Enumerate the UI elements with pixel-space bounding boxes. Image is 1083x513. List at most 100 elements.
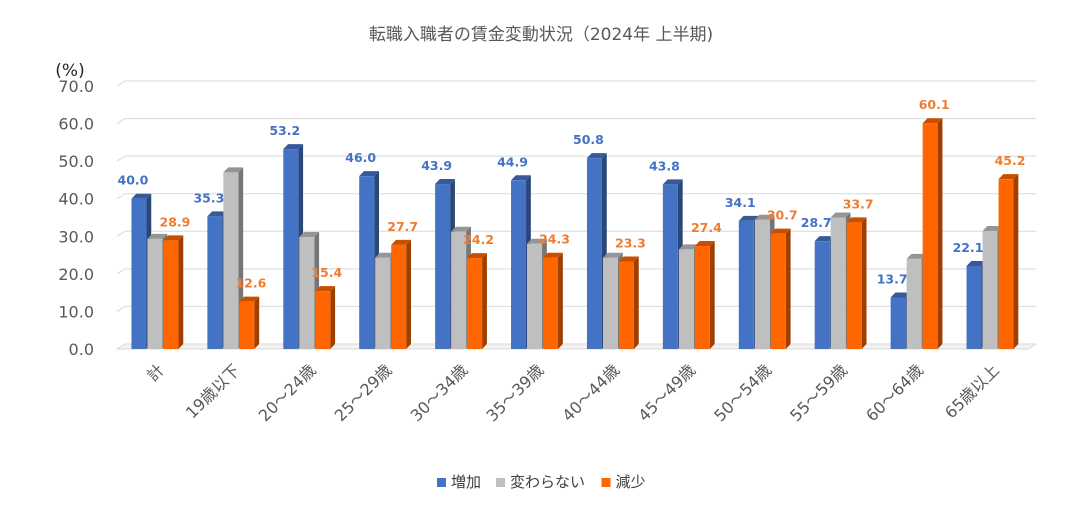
data-label: 45.2	[995, 153, 1026, 168]
bar-front	[846, 222, 862, 349]
data-label: 15.4	[311, 265, 342, 280]
bar-front	[359, 176, 375, 349]
bar-2-11	[998, 174, 1019, 349]
bar-top	[966, 260, 987, 266]
bar-2-10	[922, 118, 943, 350]
y-axis-ticks: 0.0 10.0 20.0 30.0 40.0 50.0 60.0 70.0	[58, 77, 94, 359]
y-tick-label: 60.0	[58, 115, 94, 134]
bar-top	[207, 211, 228, 217]
bar-top	[511, 175, 531, 181]
legend-label: 変わらない	[510, 473, 585, 491]
category-label: 45～49歳	[634, 360, 699, 425]
bar-front	[830, 217, 846, 349]
category-label: 65歳以上	[941, 360, 1003, 422]
gridline	[116, 155, 1036, 162]
gridline	[116, 343, 1036, 350]
bar-front	[131, 198, 147, 349]
legend-swatch	[601, 478, 611, 487]
bar-front	[966, 265, 982, 349]
bar-side	[633, 256, 639, 349]
y-tick-label: 40.0	[58, 190, 94, 209]
bar-series	[131, 118, 1019, 350]
bar-top	[467, 253, 487, 259]
bar-side	[937, 118, 943, 350]
bar-top	[814, 236, 835, 242]
bar-top	[543, 252, 563, 258]
bar-front	[299, 237, 315, 349]
bar-front	[147, 238, 163, 349]
bar-side	[861, 217, 867, 349]
bar-side	[558, 252, 563, 349]
category-label: 40～44歳	[558, 360, 623, 425]
y-tick-label: 70.0	[58, 77, 94, 96]
bar-front	[618, 261, 634, 349]
bar-front	[814, 241, 830, 349]
bar-top	[982, 226, 1003, 232]
legend-item: 減少	[601, 473, 646, 491]
data-label: 27.7	[387, 219, 418, 234]
gridline	[116, 268, 1036, 275]
bar-front	[906, 258, 922, 349]
legend-label: 増加	[451, 473, 481, 491]
bar-front	[543, 257, 559, 349]
y-tick-label: 10.0	[58, 302, 94, 321]
bar-top	[359, 171, 380, 177]
category-label: 50～54歳	[710, 360, 775, 425]
bar-top	[435, 179, 455, 185]
data-label: 28.9	[160, 214, 191, 229]
bar-front	[283, 149, 299, 349]
bar-front	[391, 244, 407, 349]
category-label: 35～39歳	[483, 360, 548, 425]
bar-side	[785, 228, 791, 349]
bar-2-8	[770, 228, 791, 349]
bar-2-1	[239, 296, 260, 349]
bar-side	[178, 235, 184, 349]
bar-front	[738, 220, 754, 349]
bar-front	[511, 180, 527, 349]
data-label: 50.8	[573, 132, 604, 147]
bar-front	[207, 216, 223, 349]
bar-front	[922, 123, 938, 350]
bar-top	[662, 179, 683, 185]
y-tick-label: 30.0	[58, 227, 94, 246]
gridline	[116, 80, 1036, 87]
data-label: 22.1	[953, 240, 984, 255]
bar-top	[846, 217, 867, 223]
bar-top	[223, 167, 244, 173]
bar-top	[375, 252, 396, 258]
data-label: 60.1	[919, 97, 950, 112]
bar-top	[906, 253, 927, 259]
data-label: 24.2	[463, 232, 494, 247]
y-axis-unit: (%)	[55, 61, 84, 81]
legend-item: 変わらない	[496, 473, 585, 491]
bar-front	[662, 184, 678, 349]
bar-side	[482, 253, 487, 349]
bar-top	[163, 235, 184, 241]
bar-top	[147, 233, 168, 239]
legend-label: 減少	[616, 473, 646, 491]
category-label: 55～59歳	[786, 360, 851, 425]
category-label: 25～29歳	[331, 360, 396, 425]
gridline	[116, 193, 1036, 200]
data-label: 43.8	[649, 158, 680, 173]
bar-top	[738, 215, 759, 221]
bar-top	[830, 212, 851, 218]
bar-side	[709, 241, 715, 349]
gridlines	[115, 80, 1038, 350]
bar-2-2	[315, 286, 336, 349]
bar-top	[131, 193, 152, 199]
bar-top	[299, 232, 320, 238]
bar-top	[283, 144, 304, 150]
bar-top	[678, 244, 699, 250]
bar-front	[998, 179, 1014, 349]
bar-2-9	[846, 217, 867, 349]
bar-top	[754, 214, 775, 220]
bar-top	[694, 241, 715, 247]
gridline	[116, 230, 1036, 237]
bar-2-0	[163, 235, 184, 349]
bar-side	[330, 286, 336, 349]
data-labels: 40.0 28.935.3 12.6 53.2 15.4 46.0 27.7 43.9 24.2…	[118, 97, 1026, 290]
bar-front	[982, 231, 998, 349]
data-label: 23.3	[615, 235, 646, 250]
y-tick-label: 20.0	[58, 265, 94, 284]
